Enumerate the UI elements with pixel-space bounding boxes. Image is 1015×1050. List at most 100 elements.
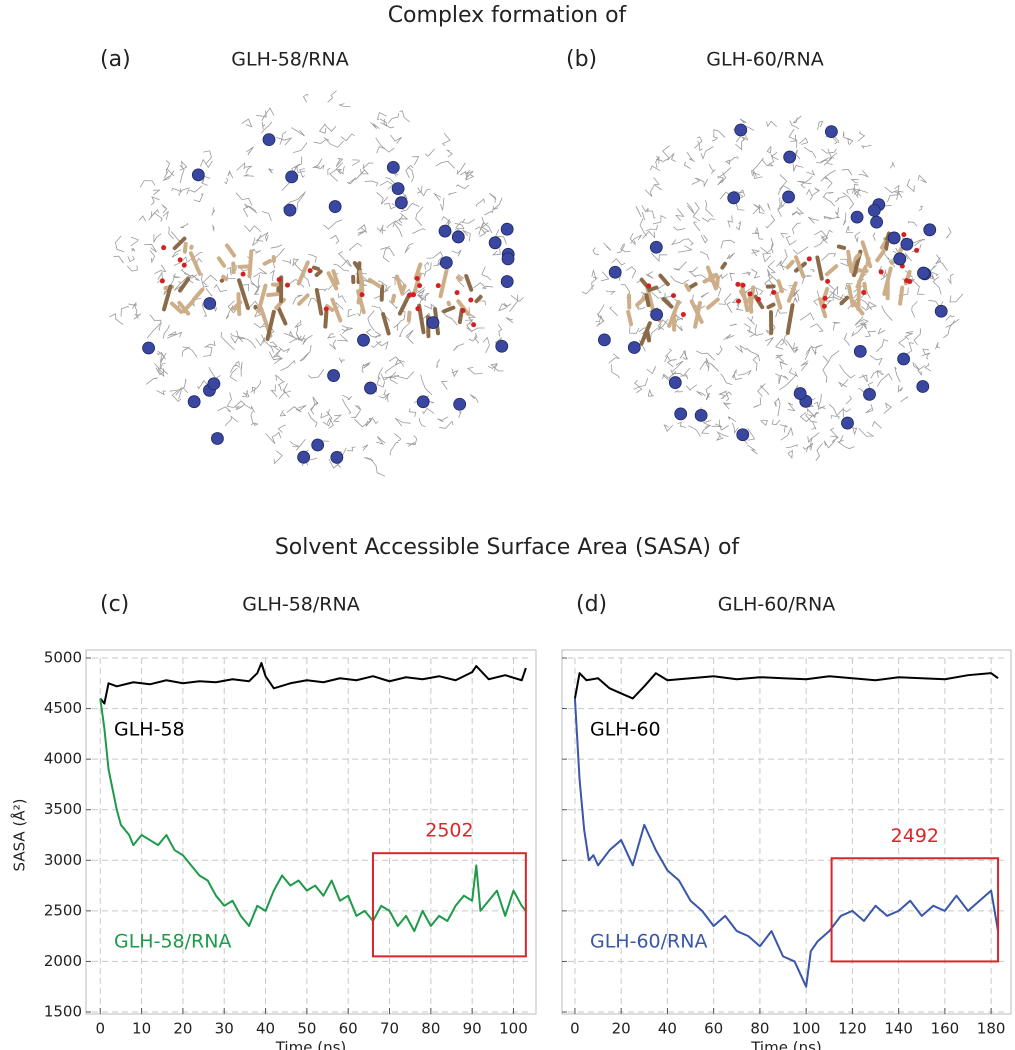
plot-frame [561,649,1012,1015]
oxygen [414,276,420,282]
backbone [408,435,418,446]
nitrogen-sphere [187,395,201,409]
backbone [335,168,342,175]
backbone [928,299,944,309]
backbone [792,342,798,352]
nitrogen-sphere [650,308,664,322]
backbone [685,238,694,246]
backbone [241,118,253,128]
nitrogen-sphere [923,223,937,237]
backbone [751,228,760,234]
backbone [286,406,302,413]
backbone [327,90,337,103]
backbone [466,327,485,332]
backbone [700,234,708,244]
backbone [454,222,465,230]
backbone [251,386,256,394]
backbone [161,204,168,214]
backbone [945,318,960,328]
backbone [296,193,305,210]
backbone [376,192,389,205]
backbone [715,435,724,441]
backbone [705,392,711,401]
y-tick-label: 4500 [44,699,82,717]
nitrogen-sphere [211,432,224,445]
backbone [347,308,356,318]
backbone [842,408,852,417]
backbone [127,255,135,263]
backbone [727,415,737,422]
backbone [753,397,762,408]
backbone [378,392,390,400]
backbone [596,313,605,327]
backbone [323,123,337,133]
oxygen [417,283,423,289]
backbone [201,175,211,186]
backbone [860,306,870,311]
backbone [629,233,636,246]
backbone [327,167,331,176]
backbone [777,197,784,211]
backbone [629,325,640,334]
backbone [313,138,330,144]
backbone [826,152,838,166]
backbone [386,220,403,229]
oxygen [755,296,761,302]
backbone [805,444,812,453]
backbone [440,197,445,211]
backbone [823,169,836,180]
nitrogen-sphere [297,450,311,464]
rna-base [400,283,407,293]
backbone [113,255,124,264]
nitrogen-sphere [668,376,682,389]
backbone [162,324,170,339]
backbone [823,215,832,219]
rna-base [474,294,483,304]
backbone [666,359,675,368]
x-tick-label: 0 [570,1020,580,1038]
nitrogen-sphere [426,316,440,330]
series-label: GLH-60/RNA [590,931,707,953]
backbone [326,417,334,429]
backbone [162,210,169,220]
backbone [510,295,524,302]
backbone [894,190,903,199]
nitrogen-sphere [262,133,276,147]
rna-base [406,310,412,323]
backbone [243,173,254,177]
backbone [229,367,238,382]
backbone [484,205,494,216]
backbone [261,121,266,130]
backbone [270,269,275,282]
backbone [814,344,823,355]
backbone [796,207,805,216]
backbone [853,188,861,197]
backbone [171,390,182,402]
backbone [727,215,733,228]
backbone [806,407,817,418]
backbone [945,314,955,321]
backbone [696,350,716,361]
backbone [474,226,486,237]
backbone [400,202,420,212]
backbone [645,271,654,279]
backbone [398,214,404,224]
backbone [751,249,760,257]
backbone [842,131,851,141]
rna-base [188,251,202,276]
rna-base [738,289,749,304]
backbone [752,171,763,180]
backbone [713,129,726,138]
rna-base [182,241,188,254]
backbone [173,281,183,291]
nitrogen-sphere [207,377,221,391]
backbone [810,269,815,273]
backbone [644,184,655,197]
backbone [150,208,160,219]
backbone [383,118,395,129]
backbone [313,164,325,170]
backbone [751,268,761,279]
backbone [664,348,673,358]
backbone [800,360,809,372]
